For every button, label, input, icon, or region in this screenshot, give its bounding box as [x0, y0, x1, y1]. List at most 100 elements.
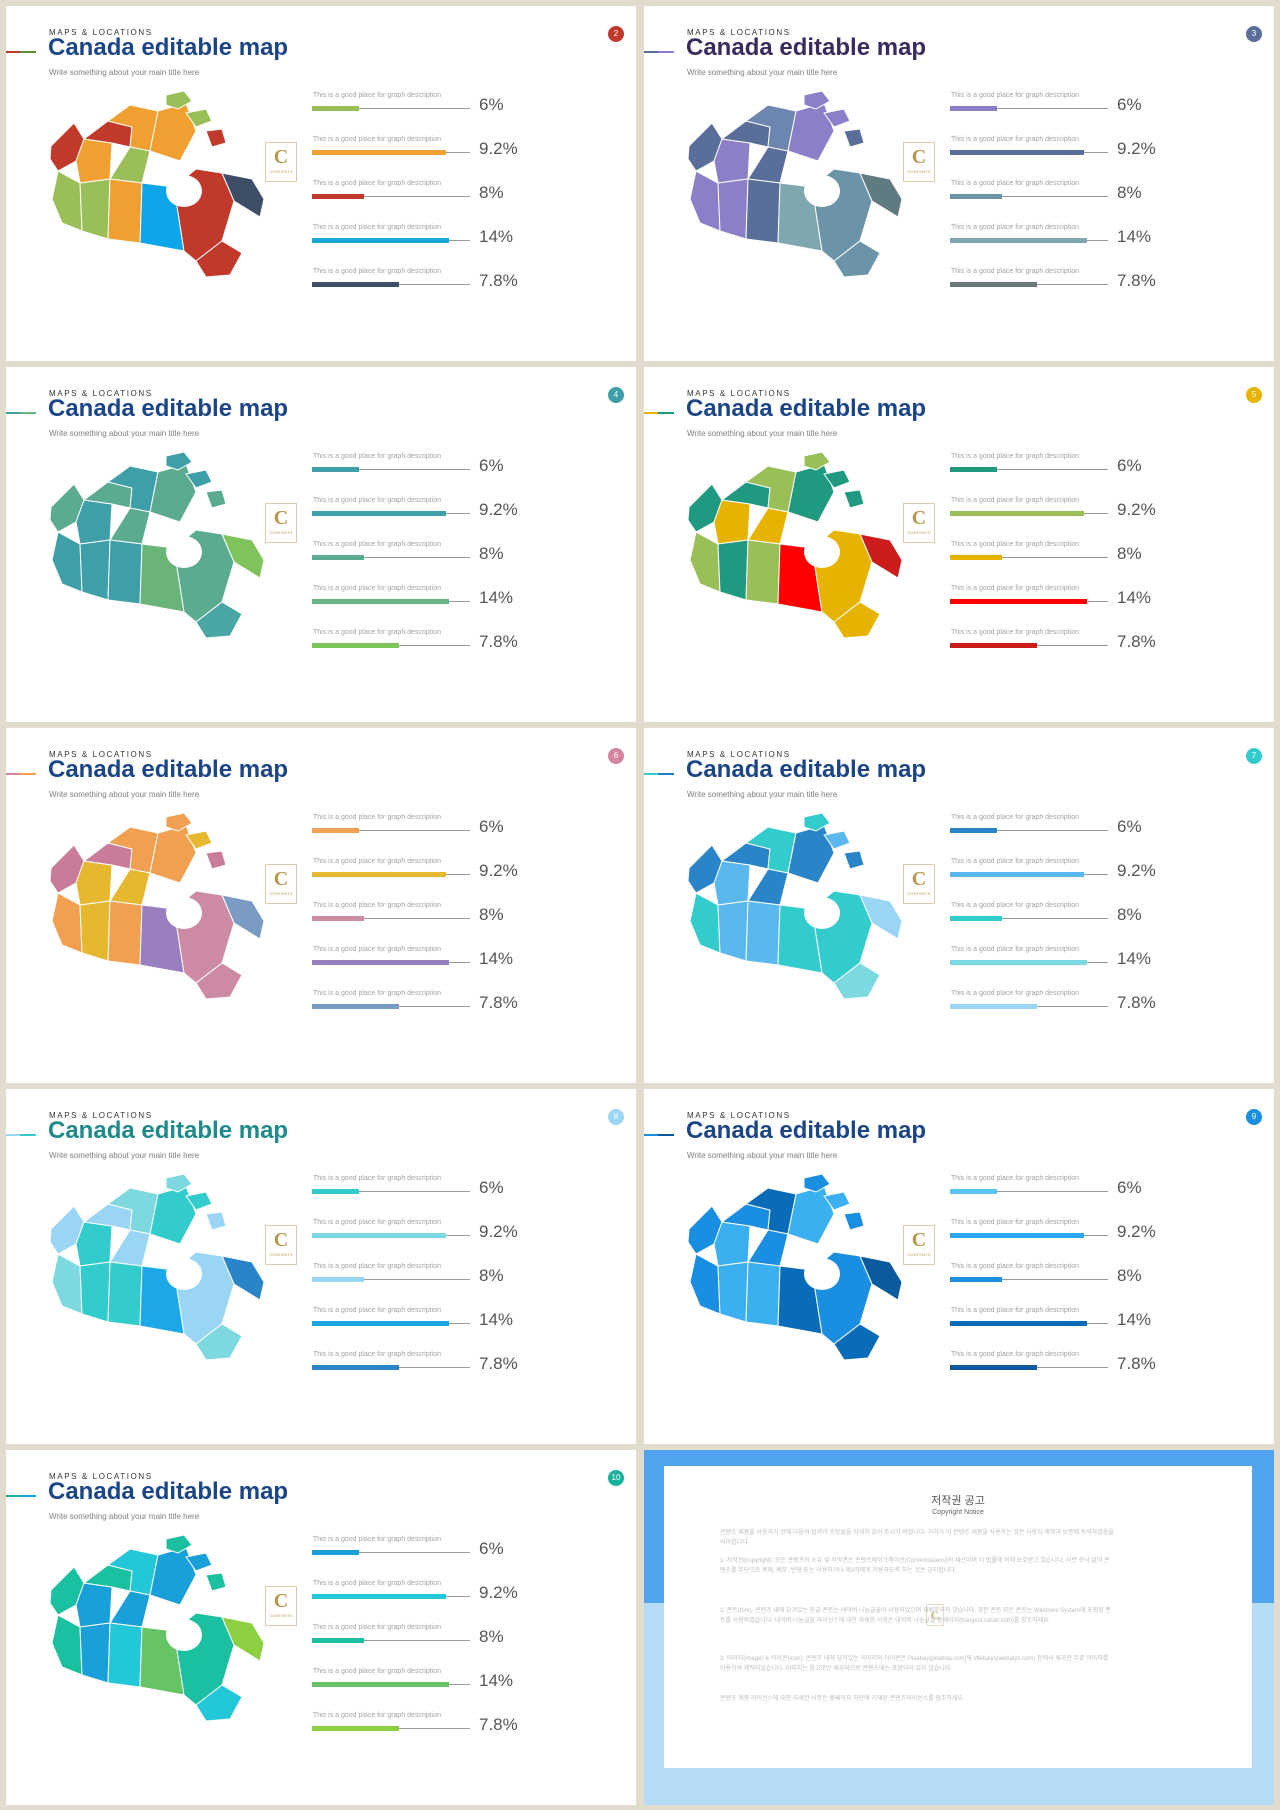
map-region[interactable] — [75, 1582, 113, 1628]
map-region[interactable] — [747, 868, 789, 906]
map-region[interactable] — [79, 178, 111, 240]
map-region[interactable] — [79, 1261, 111, 1323]
map-region[interactable] — [221, 172, 265, 218]
map-region[interactable] — [195, 962, 243, 1000]
map-region[interactable] — [689, 892, 721, 954]
map-region[interactable] — [221, 1616, 265, 1662]
map-region[interactable] — [747, 146, 789, 184]
map-region[interactable] — [109, 868, 151, 906]
map-region[interactable] — [717, 539, 749, 601]
map-island[interactable] — [823, 108, 851, 128]
map-island[interactable] — [843, 128, 865, 148]
map-region[interactable] — [51, 1253, 83, 1315]
map-region[interactable] — [75, 138, 113, 184]
map-region[interactable] — [689, 1253, 721, 1315]
map-island[interactable] — [803, 813, 831, 832]
map-region[interactable] — [195, 601, 243, 639]
map-slide[interactable]: MAPS & LOCATIONS Canada editable map Wri… — [6, 728, 636, 1083]
map-region[interactable] — [109, 1229, 151, 1267]
map-region[interactable] — [79, 539, 111, 601]
map-region[interactable] — [859, 1255, 903, 1301]
map-island[interactable] — [823, 469, 851, 489]
map-region[interactable] — [747, 1229, 789, 1267]
map-island[interactable] — [205, 850, 227, 870]
map-region[interactable] — [833, 962, 881, 1000]
map-region[interactable] — [833, 1323, 881, 1361]
map-region[interactable] — [747, 507, 789, 545]
map-region[interactable] — [75, 1221, 113, 1267]
map-slide[interactable]: MAPS & LOCATIONS Canada editable map Wri… — [644, 728, 1274, 1083]
map-region[interactable] — [221, 533, 265, 579]
copyright-slide[interactable]: 저작권 공고 Copyright Notice 콘텐츠 제품을 사용하기 전에 … — [644, 1450, 1274, 1805]
map-island[interactable] — [823, 830, 851, 850]
map-region[interactable] — [221, 894, 265, 940]
map-slide[interactable]: MAPS & LOCATIONS Canada editable map Wri… — [6, 1089, 636, 1444]
map-region[interactable] — [109, 146, 151, 184]
map-region[interactable] — [713, 1221, 751, 1267]
map-region[interactable] — [745, 900, 781, 966]
map-island[interactable] — [205, 489, 227, 509]
map-region[interactable] — [51, 170, 83, 232]
map-region[interactable] — [109, 507, 151, 545]
map-island[interactable] — [205, 1572, 227, 1592]
map-region[interactable] — [75, 860, 113, 906]
map-region[interactable] — [859, 533, 903, 579]
map-region[interactable] — [689, 170, 721, 232]
map-island[interactable] — [803, 91, 831, 110]
map-region[interactable] — [859, 172, 903, 218]
map-region[interactable] — [745, 178, 781, 244]
map-slide[interactable]: MAPS & LOCATIONS Canada editable map Wri… — [644, 1089, 1274, 1444]
map-island[interactable] — [165, 452, 193, 471]
map-island[interactable] — [165, 1535, 193, 1554]
map-region[interactable] — [833, 240, 881, 278]
map-region[interactable] — [713, 138, 751, 184]
map-region[interactable] — [717, 900, 749, 962]
map-island[interactable] — [803, 1174, 831, 1193]
map-region[interactable] — [195, 240, 243, 278]
map-island[interactable] — [843, 489, 865, 509]
map-region[interactable] — [51, 1614, 83, 1676]
map-region[interactable] — [713, 499, 751, 545]
map-island[interactable] — [185, 108, 213, 128]
map-island[interactable] — [843, 850, 865, 870]
map-region[interactable] — [107, 1261, 143, 1327]
map-island[interactable] — [185, 1191, 213, 1211]
map-island[interactable] — [185, 1552, 213, 1572]
map-island[interactable] — [185, 469, 213, 489]
map-region[interactable] — [745, 539, 781, 605]
map-region[interactable] — [713, 860, 751, 906]
map-region[interactable] — [745, 1261, 781, 1327]
map-region[interactable] — [689, 531, 721, 593]
map-region[interactable] — [79, 1622, 111, 1684]
map-region[interactable] — [109, 1590, 151, 1628]
map-slide[interactable]: MAPS & LOCATIONS Canada editable map Wri… — [6, 367, 636, 722]
map-slide[interactable]: MAPS & LOCATIONS Canada editable map Wri… — [6, 6, 636, 361]
map-region[interactable] — [195, 1684, 243, 1722]
map-island[interactable] — [823, 1191, 851, 1211]
map-region[interactable] — [107, 900, 143, 966]
map-island[interactable] — [165, 1174, 193, 1193]
map-island[interactable] — [803, 452, 831, 471]
map-region[interactable] — [75, 499, 113, 545]
map-island[interactable] — [205, 128, 227, 148]
map-island[interactable] — [185, 830, 213, 850]
map-region[interactable] — [51, 892, 83, 954]
map-region[interactable] — [107, 539, 143, 605]
map-island[interactable] — [205, 1211, 227, 1231]
map-region[interactable] — [833, 601, 881, 639]
map-region[interactable] — [107, 1622, 143, 1688]
map-island[interactable] — [165, 813, 193, 832]
map-slide[interactable]: MAPS & LOCATIONS Canada editable map Wri… — [6, 1450, 636, 1805]
map-region[interactable] — [107, 178, 143, 244]
map-region[interactable] — [859, 894, 903, 940]
map-island[interactable] — [843, 1211, 865, 1231]
map-region[interactable] — [195, 1323, 243, 1361]
map-slide[interactable]: MAPS & LOCATIONS Canada editable map Wri… — [644, 6, 1274, 361]
map-region[interactable] — [221, 1255, 265, 1301]
map-island[interactable] — [165, 91, 193, 110]
map-region[interactable] — [717, 178, 749, 240]
map-region[interactable] — [79, 900, 111, 962]
map-region[interactable] — [51, 531, 83, 593]
map-region[interactable] — [717, 1261, 749, 1323]
map-slide[interactable]: MAPS & LOCATIONS Canada editable map Wri… — [644, 367, 1274, 722]
